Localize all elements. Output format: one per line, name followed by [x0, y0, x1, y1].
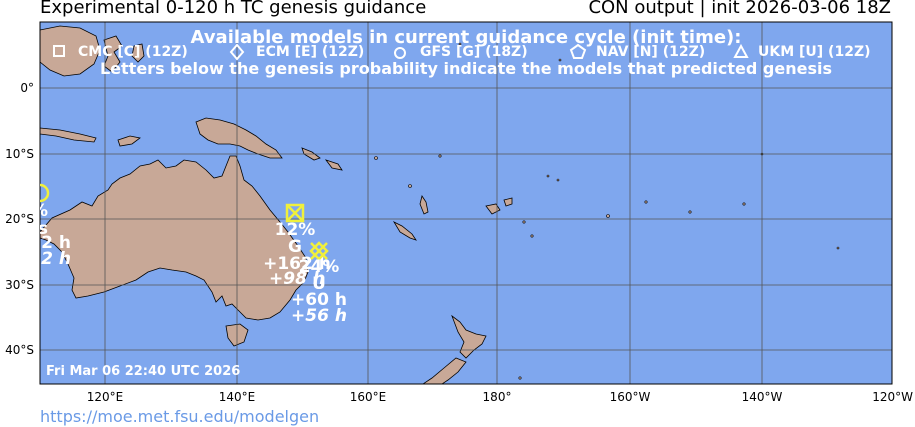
fiji-landmass: [485, 197, 513, 215]
genesis-first-time: +162 h: [263, 254, 331, 274]
map-title: Experimental 0-120 h TC genesis guidance: [40, 0, 427, 18]
legend-label-ukm: UKM [U] (12Z): [758, 44, 871, 60]
genesis-models: s: [38, 219, 48, 239]
legend-item-gfs: GFS [G] (18Z): [394, 44, 528, 60]
new-zealand-south-island: [422, 357, 467, 384]
legend-label-ecm: ECM [E] (12Z): [256, 44, 364, 60]
genesis-probability: 24%: [299, 257, 340, 277]
longitude-tick-label: 160°E: [350, 390, 387, 404]
map-frame: [39, 21, 893, 385]
diamond-icon: [229, 43, 245, 61]
genesis-point-coral-sea-south: 24% U +60 h +56 h: [291, 241, 347, 326]
genesis-first-time: +60 h: [291, 290, 347, 310]
legend-heading: Available models in current guidance cyc…: [191, 27, 742, 48]
genesis-first-time: 2 h: [41, 233, 71, 253]
source-link[interactable]: https://moe.met.fsu.edu/modelgen: [40, 407, 320, 426]
longitude-tick-label: 120°E: [87, 390, 124, 404]
legend-note: Letters below the genesis probability in…: [100, 59, 832, 78]
sulawesi-landmass: [103, 35, 123, 73]
triangle-icon: [733, 43, 749, 58]
legend-item-ukm: UKM [U] (12Z): [733, 43, 871, 60]
new-guinea-landmass: [195, 117, 283, 159]
init-time-label: CON output | init 2026-03-06 18Z: [588, 0, 891, 18]
longitude-labels: 120°E 140°E 160°E 180° 160°W 140°W 120°W: [87, 390, 913, 404]
genesis-second-time: +98 h: [269, 269, 325, 289]
genesis-models: U: [312, 274, 326, 294]
legend-item-nav: NAV [N] (12Z): [569, 43, 705, 60]
solomon-islands-landmass: [301, 147, 343, 171]
genesis-marker: [285, 203, 305, 223]
genesis-probability: %: [31, 201, 48, 221]
genesis-point-coral-sea-north: 12% G +162 h +98 h: [263, 203, 331, 289]
genesis-marker: [40, 183, 50, 203]
latitude-tick-label: 20°S: [5, 212, 34, 226]
pentagon-icon: [569, 43, 587, 59]
halmahera-landmass: [131, 43, 145, 63]
longitude-tick-label: 140°W: [742, 390, 783, 404]
genesis-points: % s 2 h 2 h 12% G +162 h +98 h 24% U +60…: [31, 183, 347, 326]
timestamp-label: Fri Mar 06 22:40 UTC 2026: [46, 364, 240, 379]
small-islands: [374, 42, 840, 380]
latitude-tick-label: 10°S: [5, 147, 34, 161]
square-icon: [53, 45, 65, 57]
latitude-tick-label: 30°S: [5, 278, 34, 292]
longitude-tick-label: 140°E: [219, 390, 256, 404]
latitude-labels: 0° 10°S 20°S 30°S 40°S: [5, 81, 34, 357]
java-landmass: [40, 127, 97, 143]
legend-item-cmc: CMC [C] (12Z): [53, 44, 188, 60]
timor-landmass: [117, 135, 141, 147]
latitude-tick-label: 40°S: [5, 343, 34, 357]
legend-label-nav: NAV [N] (12Z): [596, 44, 705, 60]
australia-landmass: [40, 155, 309, 321]
vanuatu-landmass: [419, 195, 429, 215]
legend-item-ecm: ECM [E] (12Z): [229, 43, 364, 61]
longitude-tick-label: 160°W: [610, 390, 651, 404]
model-legend: Available models in current guidance cyc…: [53, 27, 871, 78]
borneo-landmass: [40, 25, 101, 77]
legend-label-cmc: CMC [C] (12Z): [78, 44, 188, 60]
latitude-tick-label: 0°: [20, 81, 34, 95]
new-zealand-north-island: [451, 314, 487, 359]
genesis-second-time: 2 h: [41, 249, 71, 269]
genesis-second-time: +56 h: [291, 306, 347, 326]
genesis-probability: 12%: [275, 220, 316, 240]
longitude-tick-label: 120°W: [872, 390, 913, 404]
new-caledonia-landmass: [392, 221, 417, 241]
legend-label-gfs: GFS [G] (18Z): [420, 44, 528, 60]
genesis-models: G: [288, 237, 302, 257]
land-layer: [40, 25, 513, 384]
circle-icon: [394, 47, 406, 59]
genesis-point-edge: % s 2 h 2 h: [31, 183, 71, 269]
graticule: [40, 22, 892, 384]
longitude-tick-label: 180°: [483, 390, 512, 404]
genesis-marker: [309, 241, 329, 261]
